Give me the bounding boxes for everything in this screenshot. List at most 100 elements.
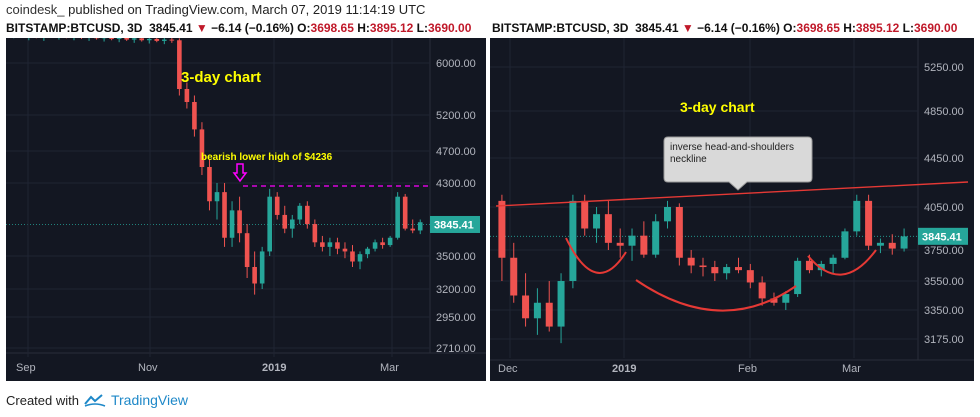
last-price-badge	[918, 227, 968, 245]
candle	[229, 201, 235, 247]
candle	[876, 238, 884, 254]
chart-panel-right[interactable]: 3-day chart inverse head-and-shoulders n…	[490, 38, 974, 381]
candle	[794, 257, 802, 297]
time-tick-label: Mar	[380, 362, 399, 374]
candle	[782, 291, 790, 310]
pointing-hand-icon	[232, 163, 248, 183]
brand-name: coindesk_	[6, 2, 65, 17]
price-tick-label: 4450.00	[924, 153, 964, 165]
candle	[192, 95, 197, 137]
candle	[237, 196, 242, 243]
candle	[267, 188, 272, 256]
candle	[131, 35, 137, 43]
candle	[900, 228, 908, 252]
candle	[616, 228, 624, 258]
neckline-callout: inverse head-and-shoulders neckline	[663, 136, 813, 191]
legend-left: BITSTAMP:BTCUSD, 3D 3845.41 ▼ −6.14 (−0.…	[6, 21, 484, 35]
candle	[357, 251, 363, 270]
candle	[297, 203, 303, 225]
price-tick-label: 2950.00	[436, 312, 476, 324]
candle	[888, 234, 896, 255]
symbol-label: BITSTAMP:BTCUSD, 3D	[492, 21, 629, 35]
price-tick-label: 4700.00	[436, 146, 476, 158]
high-value: 3895.12	[855, 21, 900, 35]
last-price: 3845.41	[635, 21, 679, 35]
price-tick-label: 5250.00	[924, 62, 964, 74]
price-tick-label: 3175.00	[924, 334, 964, 346]
candle	[417, 219, 423, 235]
candle	[387, 235, 393, 247]
candle	[829, 254, 837, 274]
candle	[312, 219, 318, 247]
low-label: L:	[902, 21, 914, 35]
time-tick-label: Sep	[16, 362, 36, 374]
time-tick-label: Nov	[138, 362, 158, 374]
right-shoulder-curve	[807, 249, 877, 276]
candle	[139, 35, 145, 42]
price-tick-label: 4300.00	[436, 178, 476, 190]
tradingview-logo-icon	[84, 394, 106, 407]
low-label: L:	[416, 21, 428, 35]
candle	[101, 35, 107, 42]
last-price-badge	[430, 215, 480, 233]
symbol-label: BITSTAMP:BTCUSD, 3D	[6, 21, 143, 35]
candle	[664, 200, 672, 229]
price-tick-label: 6000.00	[436, 58, 476, 70]
published-text: published on TradingView.com, March 07, …	[68, 2, 426, 17]
candle	[652, 214, 660, 258]
candle	[380, 237, 385, 249]
candle	[320, 235, 325, 252]
candle	[252, 251, 257, 295]
tradingview-link[interactable]: TradingView	[110, 392, 189, 408]
time-tick-label: Dec	[498, 363, 518, 375]
open-value: 3698.65	[796, 21, 840, 35]
candle	[350, 245, 355, 267]
left-shoulder-curve	[565, 237, 627, 274]
candle	[723, 263, 731, 280]
change-value: −6.14 (−0.16%)	[211, 21, 294, 35]
candle	[26, 31, 32, 41]
candle	[109, 33, 114, 41]
candle	[214, 183, 220, 220]
candle	[342, 242, 348, 259]
candle	[410, 219, 416, 234]
candle	[865, 194, 873, 250]
price-tick-label: 3500.00	[436, 251, 476, 263]
chart-title: 3-day chart	[680, 99, 755, 115]
open-label: O:	[297, 21, 311, 35]
candlestick-chart-right[interactable]: 3-day chart inverse head-and-shoulders n…	[490, 38, 974, 381]
price-tick-label: 2710.00	[436, 343, 476, 355]
candle	[522, 273, 530, 327]
candle	[199, 122, 205, 175]
publish-info: coindesk_ published on TradingView.com, …	[6, 2, 425, 17]
candlestick-chart-left[interactable]: 3-day chart bearish lower high of $4236 …	[6, 27, 486, 381]
candle	[162, 37, 167, 45]
candle	[274, 192, 280, 220]
candle	[853, 194, 861, 236]
legend-right: BITSTAMP:BTCUSD, 3D 3845.41 ▼ −6.14 (−0.…	[492, 21, 980, 35]
time-tick-label: Feb	[738, 363, 757, 375]
last-price-label: 3845.41	[434, 219, 474, 231]
candle	[593, 207, 601, 243]
candle	[640, 221, 648, 258]
candle	[207, 159, 212, 211]
chart-panel-left[interactable]: 3-day chart bearish lower high of $4236 …	[6, 27, 486, 381]
candle	[169, 36, 175, 43]
high-value: 3895.12	[369, 21, 414, 35]
high-label: H:	[357, 21, 370, 35]
candle	[244, 224, 250, 278]
candle	[289, 214, 295, 238]
resistance-annotation: bearish lower high of $4236	[201, 152, 333, 163]
candle	[327, 237, 333, 256]
down-arrow-icon: ▼	[195, 21, 208, 35]
candle	[841, 228, 849, 260]
candle	[41, 33, 47, 41]
callout-text: inverse head-and-shoulders neckline	[670, 142, 794, 165]
candle	[282, 205, 288, 234]
candle	[335, 237, 340, 255]
candle	[402, 193, 408, 231]
down-arrow-icon: ▼	[681, 21, 694, 35]
candle	[116, 35, 122, 43]
candle	[675, 203, 683, 266]
candle	[94, 33, 99, 40]
